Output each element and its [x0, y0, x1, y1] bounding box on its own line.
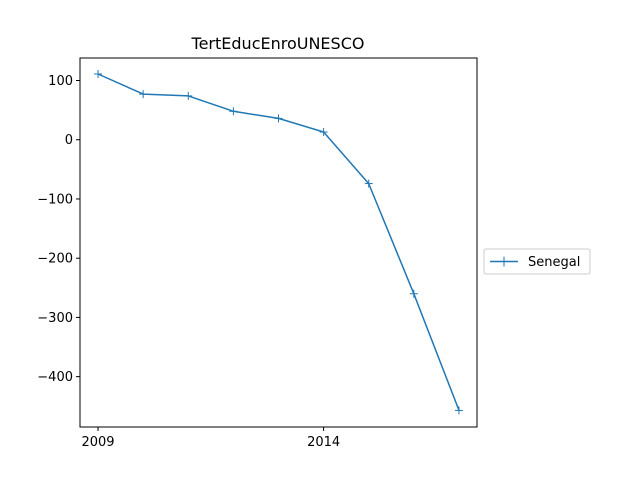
legend-label-senegal: Senegal [528, 255, 580, 270]
y-tick-label: 100 [48, 74, 73, 89]
y-tick-label: 0 [65, 133, 73, 148]
plot-area: 100 0 −100 −200 −300 −400 2009 2014 [37, 57, 478, 450]
x-tick-label: 2014 [307, 435, 340, 450]
y-tick-label: −400 [37, 370, 73, 385]
chart-title: TertEducEnroUNESCO [191, 34, 365, 53]
legend: Senegal [483, 248, 591, 275]
x-tick-label: 2009 [81, 435, 114, 450]
plot-frame [79, 57, 478, 428]
y-tick-label: −200 [37, 252, 73, 267]
y-tick-label: −100 [37, 192, 73, 207]
legend-box [483, 248, 591, 275]
y-tick-label: −300 [37, 311, 73, 326]
